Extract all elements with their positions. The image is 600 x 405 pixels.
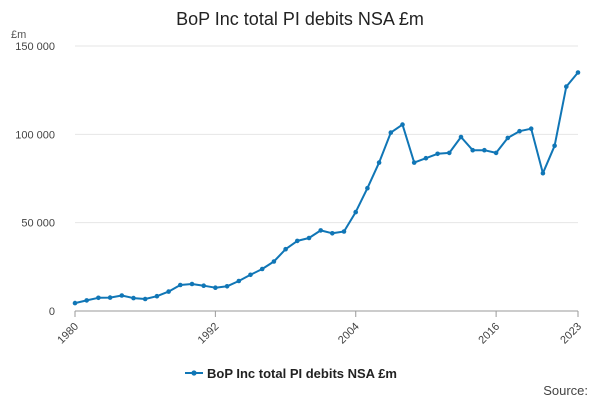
x-tick-label: 1980: [55, 321, 81, 347]
y-tick-label: 0: [49, 306, 55, 318]
data-point[interactable]: [470, 147, 476, 153]
y-tick-label: 100 000: [15, 129, 55, 141]
legend-marker-swatch: [191, 370, 197, 376]
x-tick-label: 2016: [476, 321, 502, 347]
series-group: [72, 70, 581, 306]
legend[interactable]: BoP Inc total PI debits NSA £m: [185, 366, 397, 381]
data-point[interactable]: [528, 126, 534, 131]
data-point[interactable]: [493, 150, 499, 156]
data-point[interactable]: [505, 135, 511, 141]
data-point[interactable]: [189, 281, 195, 287]
data-point[interactable]: [435, 151, 440, 157]
data-point[interactable]: [107, 295, 113, 300]
source-label: Source:: [543, 383, 588, 398]
data-point[interactable]: [540, 170, 546, 176]
data-point[interactable]: [306, 235, 312, 241]
data-point[interactable]: [353, 209, 359, 215]
data-point[interactable]: [213, 285, 218, 291]
data-point[interactable]: [341, 229, 347, 234]
series-line[interactable]: [74, 71, 579, 305]
data-point[interactable]: [482, 147, 487, 153]
data-point[interactable]: [564, 84, 569, 89]
x-axis-ticks: 1980 1992 2004 2016 2023: [55, 311, 584, 346]
data-point[interactable]: [142, 296, 148, 302]
data-point[interactable]: [201, 283, 206, 289]
y-tick-label: 50 000: [21, 218, 55, 230]
data-point[interactable]: [400, 122, 405, 127]
data-point[interactable]: [330, 231, 335, 236]
data-point[interactable]: [72, 300, 78, 306]
data-point[interactable]: [318, 228, 324, 233]
data-point[interactable]: [96, 295, 101, 301]
data-point[interactable]: [458, 134, 464, 140]
data-point[interactable]: [365, 185, 370, 191]
x-tick-label: 1992: [196, 321, 222, 347]
x-tick-label: 2004: [336, 321, 362, 347]
data-point[interactable]: [178, 282, 183, 288]
data-point[interactable]: [552, 143, 557, 149]
data-point[interactable]: [236, 278, 242, 284]
data-point[interactable]: [423, 155, 429, 161]
data-point[interactable]: [84, 298, 89, 303]
data-point[interactable]: [447, 150, 452, 156]
data-point[interactable]: [248, 272, 253, 278]
data-point[interactable]: [376, 160, 382, 165]
data-point[interactable]: [283, 246, 288, 252]
data-point[interactable]: [411, 160, 417, 165]
data-point[interactable]: [388, 130, 394, 135]
y-tick-label: 150 000: [15, 41, 55, 53]
legend-label: BoP Inc total PI debits NSA £m: [207, 366, 397, 381]
grid-lines: [75, 45, 578, 224]
data-point[interactable]: [295, 238, 300, 244]
chart-title: BoP Inc total PI debits NSA £m: [176, 9, 424, 29]
data-point[interactable]: [271, 259, 277, 264]
data-point[interactable]: [131, 295, 136, 301]
data-point[interactable]: [259, 266, 265, 272]
y-axis-ticks: 0 50 000 100 000 150 000: [15, 41, 55, 318]
data-point[interactable]: [575, 70, 581, 75]
data-point[interactable]: [154, 293, 160, 299]
data-point[interactable]: [517, 128, 522, 134]
x-tick-label: 2023: [558, 321, 584, 347]
data-point[interactable]: [119, 293, 125, 298]
y-axis-unit-label: £m: [11, 29, 26, 41]
data-point[interactable]: [166, 289, 171, 294]
data-point[interactable]: [224, 284, 230, 289]
